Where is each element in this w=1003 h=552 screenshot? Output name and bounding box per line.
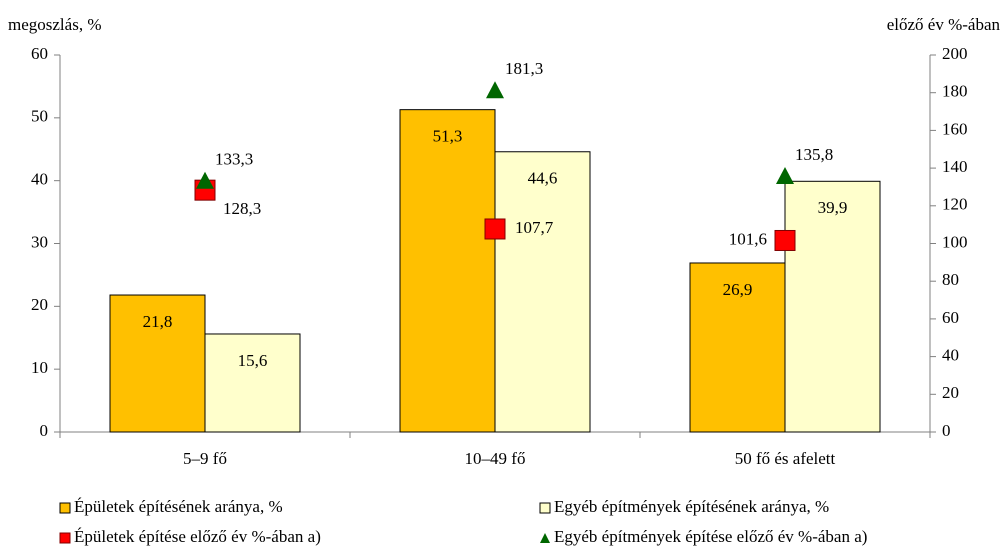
marker-value-label: 128,3 — [223, 199, 261, 218]
x-tick-label: 10–49 fő — [465, 449, 526, 468]
bar-value-label: 44,6 — [528, 169, 558, 188]
y2-tick-label: 0 — [942, 421, 951, 440]
y-tick-label: 0 — [40, 421, 49, 440]
y2-tick-label: 20 — [942, 383, 959, 402]
y-axis-label: megoszlás, % — [8, 15, 101, 34]
x-tick-label: 5–9 fő — [183, 449, 227, 468]
bar-value-label: 51,3 — [433, 127, 463, 146]
y2-tick-label: 60 — [942, 308, 959, 327]
y2-tick-label: 80 — [942, 270, 959, 289]
y-tick-label: 40 — [31, 170, 48, 189]
y-tick-label: 10 — [31, 358, 48, 377]
legend-swatch — [59, 502, 71, 514]
marker-value-label: 135,8 — [795, 145, 833, 164]
legend-swatch — [59, 532, 71, 544]
marker-value-label: 101,6 — [729, 229, 767, 248]
triangle-marker — [776, 167, 794, 185]
y2-axis-label: előző év %-ában — [887, 15, 1001, 34]
bar-value-label: 15,6 — [238, 351, 268, 370]
legend-label: Épületek építésének aránya, % — [74, 497, 283, 516]
legend-swatch — [539, 502, 551, 514]
legend-label: Egyéb építmények építésének aránya, % — [554, 497, 829, 516]
bar — [399, 109, 496, 433]
y2-tick-label: 120 — [942, 195, 968, 214]
y2-tick-label: 180 — [942, 82, 968, 101]
legend-swatch — [540, 533, 550, 543]
bar-value-label: 21,8 — [143, 312, 173, 331]
bar — [204, 333, 301, 433]
legend-label: Egyéb építmények építése előző év %-ában… — [554, 527, 867, 546]
triangle-marker — [196, 171, 214, 189]
y2-tick-label: 200 — [942, 44, 968, 63]
marker-value-label: 181,3 — [505, 59, 543, 78]
marker-value-label: 133,3 — [215, 150, 253, 169]
bar — [109, 294, 206, 433]
y-tick-label: 30 — [31, 232, 48, 251]
triangle-marker — [486, 81, 504, 99]
y2-tick-label: 40 — [942, 346, 959, 365]
marker-value-label: 107,7 — [515, 218, 554, 237]
y-tick-label: 60 — [31, 44, 48, 63]
y-tick-label: 20 — [31, 295, 48, 314]
square-marker — [484, 218, 506, 240]
bar — [689, 262, 786, 433]
square-marker — [774, 229, 796, 251]
bar-value-label: 39,9 — [818, 198, 848, 217]
y-tick-label: 50 — [31, 107, 48, 126]
bar — [494, 151, 591, 433]
bar-value-label: 26,9 — [723, 280, 753, 299]
bar — [784, 180, 881, 433]
y2-tick-label: 100 — [942, 232, 968, 251]
y2-tick-label: 160 — [942, 119, 968, 138]
x-tick-label: 50 fő és afelett — [735, 449, 836, 468]
legend-label: Épületek építése előző év %-ában a) — [74, 527, 321, 546]
y2-tick-label: 140 — [942, 157, 968, 176]
